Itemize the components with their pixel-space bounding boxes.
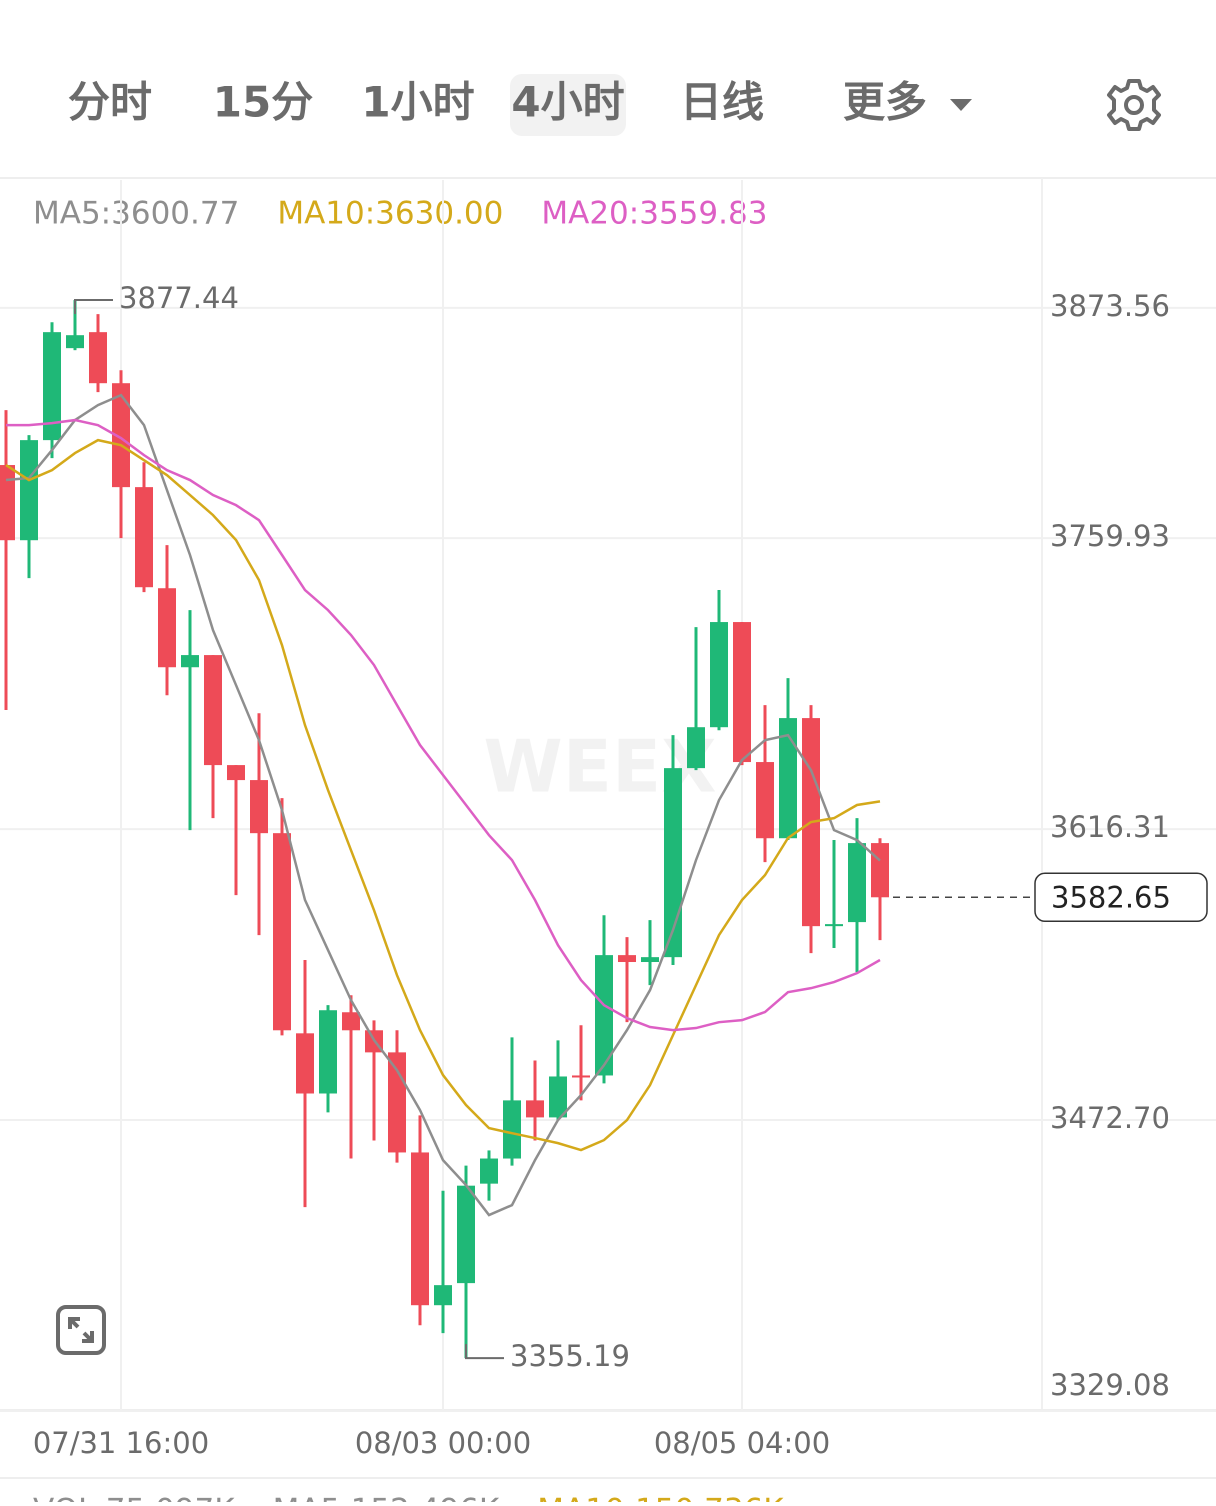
candle-body [756,762,774,839]
candle-body [434,1285,452,1306]
ma-line [5,393,881,1217]
settings-icon[interactable] [1107,79,1161,131]
candle-body [733,622,751,763]
candle-body [158,588,176,668]
candle-body [618,955,636,963]
tab[interactable]: 15分 [213,78,313,127]
legend-entry: MA5:3600.77 [33,196,239,232]
volume-legend-entry: MA10:150.736K [537,1493,784,1503]
y-tick-label: 3759.93 [1050,519,1170,553]
selected-tab-bg [510,74,626,136]
ma-line [5,438,881,1152]
y-tick-label: 3616.31 [1050,810,1170,844]
volume-legend-entry: MA5:152.496K [273,1493,500,1503]
x-tick-label: 08/03 00:00 [355,1426,531,1460]
tab[interactable]: 日线 [680,78,764,127]
candle-body [595,955,613,1076]
candle-body [250,780,268,834]
max-pointer [74,299,113,315]
max-label: 3877.44 [119,281,239,315]
candle-body [825,924,843,927]
tab[interactable]: 1小时 [361,78,474,127]
min-label: 3355.19 [510,1339,630,1373]
y-tick-label: 3873.56 [1050,289,1170,323]
ma-line [6,418,881,1032]
candle-body [112,383,130,488]
candle-body [227,765,245,781]
candle-body [848,843,866,923]
x-tick-label: 08/05 04:00 [654,1426,830,1460]
y-tick-label: 3472.70 [1050,1101,1170,1135]
tab-bar: 分时 15分 1小时 4小时 日线 [68,78,764,127]
candle-body [526,1100,544,1118]
candle-body [457,1185,475,1284]
candle-body [388,1052,406,1153]
dropdown-arrow[interactable] [950,99,972,111]
candle-body [0,465,15,541]
candle-body [871,843,889,898]
candle-body [572,1075,590,1078]
candle-body [89,332,107,384]
candle-body [710,622,728,728]
legend-entry: MA20:3559.83 [541,196,767,232]
plot-area: MA5:3600.77 MA10:3630.00 MA20:3559.83 3329.… [0,180,1216,1506]
candle-body [549,1076,567,1118]
candle-body [43,332,61,441]
candle-body [480,1158,498,1184]
candle-body [20,440,38,541]
candle-body [273,833,291,1031]
candle-body [66,335,84,349]
candle-body [503,1100,521,1159]
candle-body [319,1010,337,1094]
last-price-box [1034,872,1208,923]
legend-entry: MA10:3630.00 [277,196,503,232]
min-pointer [465,1344,504,1360]
candle-body [135,487,153,588]
candle-body [296,1033,314,1094]
y-tick-label: 3329.08 [1050,1368,1170,1402]
candle-body [204,655,222,766]
candle-body [687,727,705,769]
candle-body [641,957,659,963]
candle-body [181,655,199,668]
candle-body [342,1012,360,1031]
last-price-label: 3582.65 [1051,880,1171,914]
tab[interactable]: 4小时 [511,78,624,127]
candle-body [779,718,797,839]
fullscreen-icon[interactable] [56,1305,106,1355]
candle-body [411,1152,429,1306]
tab[interactable]: 分时 [68,78,152,127]
x-tick-label: 07/31 16:00 [33,1426,209,1460]
more-tab[interactable]: 更多 [843,78,927,127]
candle-body [664,768,682,958]
volume-legend-entry: VOL:75.097K [33,1493,235,1503]
